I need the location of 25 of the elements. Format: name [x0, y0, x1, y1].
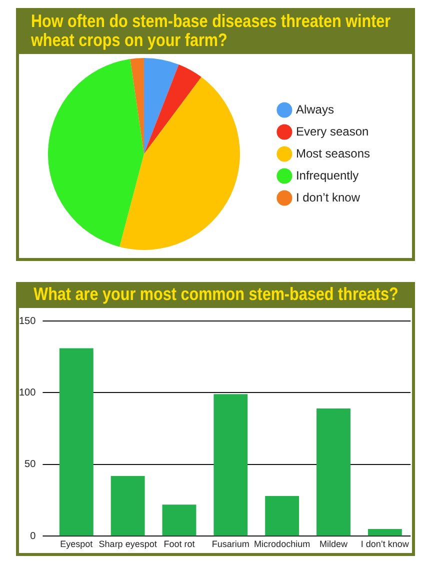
bar	[59, 348, 94, 536]
legend-label: I don’t know	[296, 190, 360, 204]
bar	[162, 504, 196, 536]
chart-title: What are your most common stem-based threats?	[33, 284, 398, 304]
legend-label: Every season	[296, 124, 369, 138]
bar	[265, 496, 300, 536]
x-tick-label: Microdochium	[254, 539, 310, 550]
x-tick-label: Eyespot	[60, 539, 94, 550]
y-tick-label: 150	[18, 316, 36, 327]
y-tick-label: 100	[18, 387, 36, 398]
x-tick-label: Foot rot	[164, 539, 196, 550]
bar	[316, 408, 350, 536]
chart-title: How often do stem-base diseases threaten winter wheat crops on your farm?	[31, 11, 392, 50]
y-tick-label: 0	[30, 530, 36, 542]
x-tick-label: Sharp eyespot	[98, 539, 158, 550]
y-tick-label: 50	[24, 459, 36, 470]
x-tick-label: Mildew	[319, 539, 348, 550]
legend-label: Most seasons	[296, 146, 370, 160]
x-tick-label: Fusarium	[212, 539, 250, 550]
bar	[368, 529, 402, 536]
bar	[110, 476, 145, 536]
legend-label: Always	[296, 102, 334, 116]
x-tick-label: I don’t know	[360, 539, 410, 550]
bar	[214, 394, 248, 536]
legend-label: Infrequently	[296, 168, 359, 182]
